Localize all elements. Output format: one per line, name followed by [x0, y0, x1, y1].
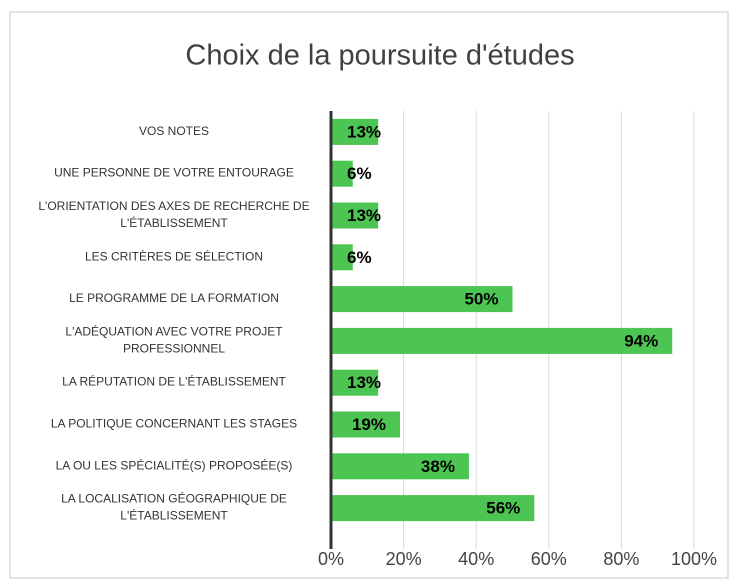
value-label: 13% [347, 206, 381, 225]
y-tick-label: UNE PERSONNE DE VOTRE ENTOURAGE [54, 166, 294, 180]
bar [331, 495, 535, 522]
y-tick-label: LA POLITIQUE CONCERNANT LES STAGES [51, 417, 297, 431]
value-label: 13% [347, 373, 381, 392]
y-tick-label: VOS NOTES [139, 124, 209, 138]
value-label: 6% [347, 164, 372, 183]
y-tick-label: LA OU LES SPÉCIALITÉ(S) PROPOSÉE(S) [56, 457, 293, 472]
bar [331, 286, 513, 313]
x-tick-label: 60% [531, 549, 567, 569]
bar [331, 453, 469, 480]
value-label: 94% [624, 331, 658, 350]
bar [331, 369, 379, 396]
x-tick-label: 100% [671, 549, 717, 569]
value-label: 13% [347, 122, 381, 141]
bar [331, 411, 400, 438]
value-label: 50% [464, 290, 498, 309]
x-tick-label: 20% [386, 549, 422, 569]
value-label: 38% [421, 457, 455, 476]
x-tick-label: 0% [318, 549, 344, 569]
x-tick-label: 80% [603, 549, 639, 569]
bar [331, 202, 379, 229]
y-tick-label: L'ORIENTATION DES AXES DE RECHERCHE DE L'… [38, 199, 309, 230]
bar [331, 160, 353, 187]
bar [331, 244, 353, 271]
y-tick-label: LE PROGRAMME DE LA FORMATION [69, 291, 279, 305]
y-tick-label: LES CRITÈRES DE SÉLECTION [85, 248, 263, 263]
value-label: 6% [347, 248, 372, 267]
value-label: 56% [486, 499, 520, 518]
y-tick-label: LA LOCALISATION GÉOGRAPHIQUE DE L'ÉTABLIS… [61, 491, 287, 523]
x-tick-label: 40% [458, 549, 494, 569]
bar [331, 327, 673, 354]
y-tick-label: LA RÉPUTATION DE L'ÉTABLISSEMENT [62, 374, 286, 389]
value-label: 19% [352, 415, 386, 434]
bar [331, 118, 379, 145]
chart-title: Choix de la poursuite d'études [185, 40, 574, 72]
y-tick-label: L'ADÉQUATION AVEC VOTRE PROJET PROFESSION… [65, 324, 283, 356]
